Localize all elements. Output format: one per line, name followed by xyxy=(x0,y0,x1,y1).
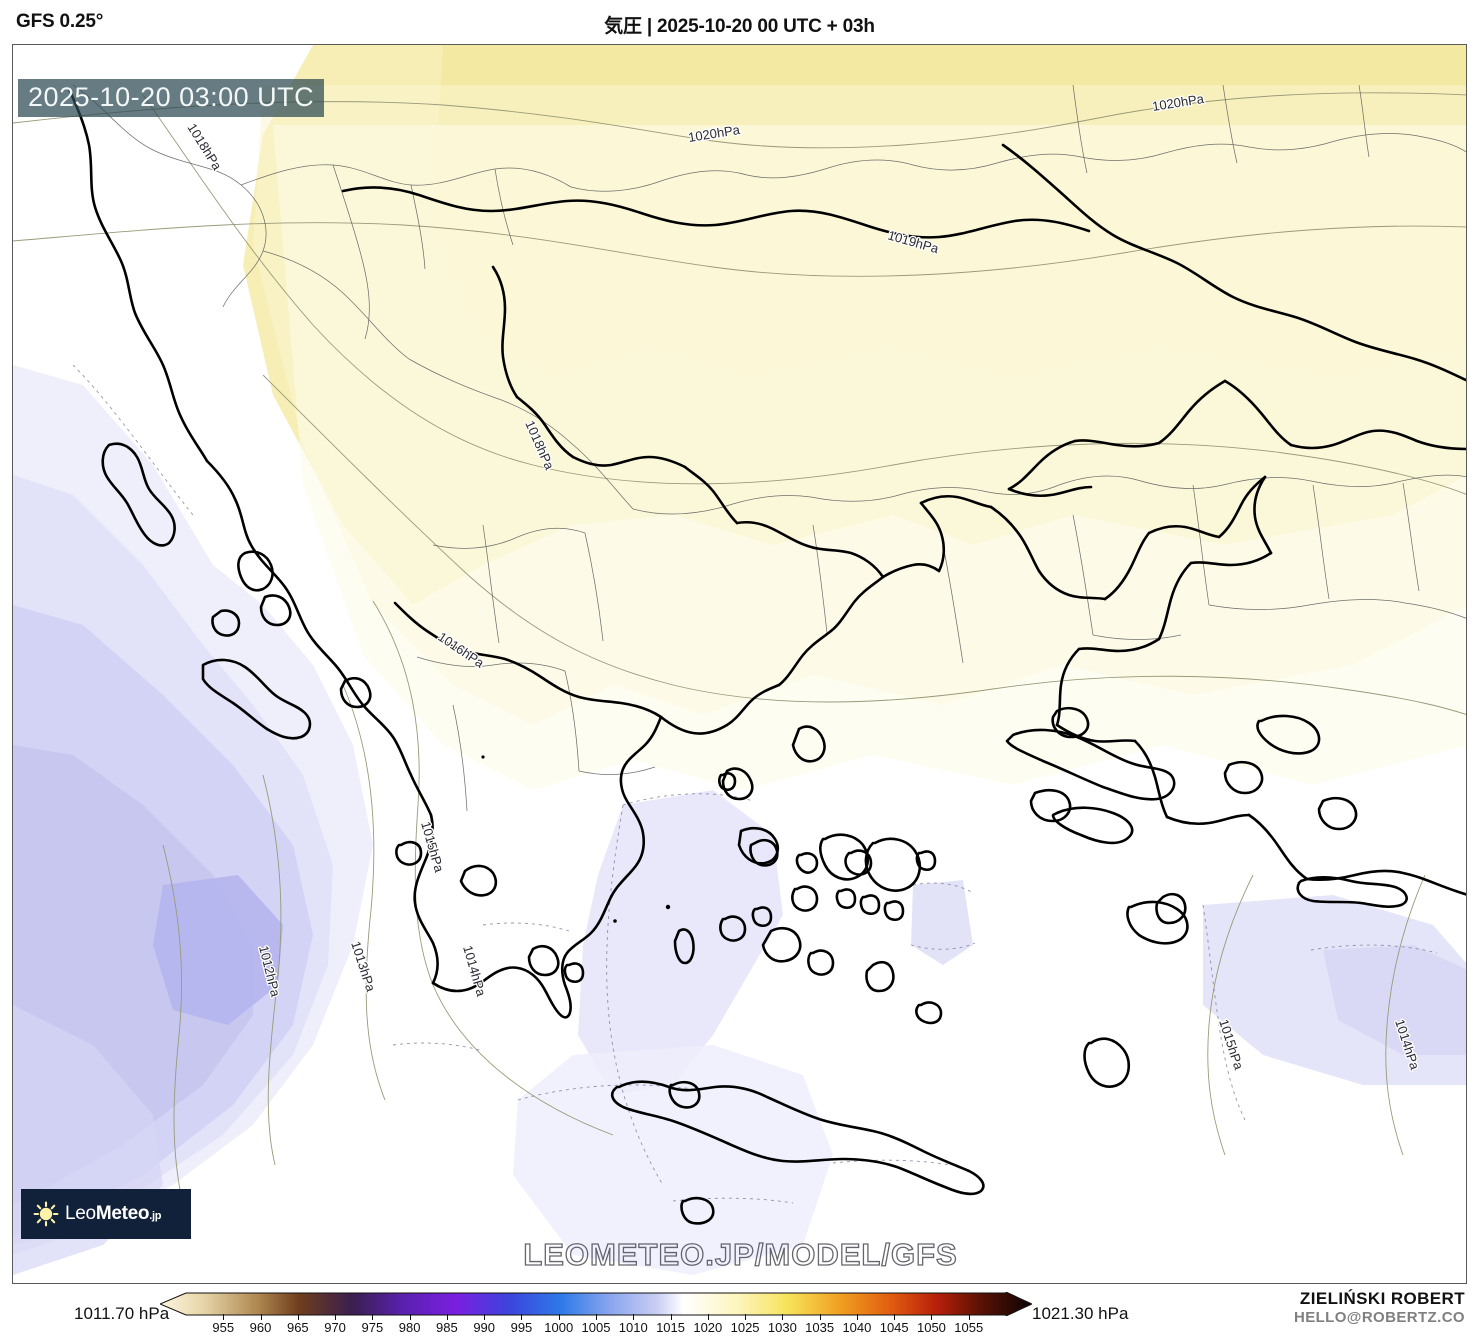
colorbar-tick xyxy=(707,1314,709,1320)
colorbar-tick-label: 1005 xyxy=(581,1320,611,1335)
colorbar-tick-label: 1050 xyxy=(916,1320,946,1335)
pressure-fill-layer xyxy=(13,45,1466,1275)
colorbar-tick-label: 1015 xyxy=(656,1320,685,1335)
colorbar-tick xyxy=(223,1314,225,1320)
colorbar-tick xyxy=(521,1314,523,1320)
sun-icon xyxy=(33,1201,59,1227)
colorbar-tick xyxy=(484,1314,486,1320)
map-svg: 1020hPa1020hPa1019hPa1018hPa1018hPa1016h… xyxy=(13,45,1466,1283)
colorbar-tick-label: 995 xyxy=(510,1320,533,1335)
colorbar-tick xyxy=(297,1314,299,1320)
colorbar-tick-label: 970 xyxy=(324,1320,346,1335)
colorbar-tick xyxy=(894,1314,896,1320)
author-signature: ZIELIŃSKI ROBERT HELLO@ROBERTZ.CO xyxy=(1294,1288,1465,1328)
colorbar-tick-label: 965 xyxy=(286,1320,309,1335)
colorbar-tick xyxy=(409,1314,411,1320)
colorbar-tick xyxy=(558,1314,560,1320)
colorbar-gradient xyxy=(160,1292,1032,1316)
author-name: ZIELIŃSKI ROBERT xyxy=(1299,1289,1465,1308)
colorbar-tick xyxy=(856,1314,858,1320)
logo-leo: Leo xyxy=(65,1203,96,1224)
colorbar-tick xyxy=(782,1314,784,1320)
colorbar-tick xyxy=(260,1314,262,1320)
colorbar-tick xyxy=(372,1314,374,1320)
colorbar-tick-label: 1045 xyxy=(879,1320,909,1335)
colorbar-tick-label: 960 xyxy=(249,1320,272,1335)
page-title: 気圧 | 2025-10-20 00 UTC + 03h xyxy=(604,16,875,37)
colorbar-tick-label: 1040 xyxy=(842,1320,872,1335)
colorbar-tick-label: 980 xyxy=(398,1320,421,1335)
colorbar-tick-label: 955 xyxy=(212,1320,235,1335)
leometeo-logo[interactable]: LeoMeteo.jp xyxy=(21,1189,191,1239)
colorbar-min-label: 1011.70 hPa xyxy=(74,1304,170,1323)
colorbar-tick xyxy=(745,1314,747,1320)
author-email: HELLO@ROBERTZ.CO xyxy=(1293,1309,1465,1327)
colorbar-ticks: 955 960 965 970 975 980 985 990 995 1000 1005 1010 1… xyxy=(160,1314,1032,1338)
colorbar-tick-label: 990 xyxy=(473,1320,496,1335)
colorbar-tick-label: 985 xyxy=(436,1320,458,1335)
map-canvas[interactable]: 1020hPa 1020hPa 1019hPa 1018hPa 1018hPa 1016h… xyxy=(12,44,1467,1284)
colorbar-tick-label: 1010 xyxy=(618,1320,648,1335)
small-islands xyxy=(481,755,671,923)
logo-meteo: Meteo xyxy=(95,1203,150,1224)
colorbar-row: 1011.70 hPa 1021.30 hPa 955 960 965 970 975 9… xyxy=(0,1289,1479,1338)
colorbar-tick xyxy=(633,1314,635,1320)
logo-text: LeoMeteo.jp xyxy=(65,1203,161,1225)
timestamp-badge: 2025-10-20 03:00 UTC xyxy=(18,79,325,118)
colorbar-tick xyxy=(446,1314,448,1320)
colorbar-tick-label: 1035 xyxy=(805,1320,835,1335)
colorbar-tick xyxy=(596,1314,597,1320)
colorbar-tick-label: 1020 xyxy=(693,1320,723,1335)
logo-tld: .jp xyxy=(149,1210,162,1222)
colorbar-tick-label: 1030 xyxy=(767,1320,797,1335)
colorbar-max-label: 1021.30 hPa xyxy=(1032,1304,1129,1323)
colorbar-tick xyxy=(819,1314,821,1320)
colorbar-tick xyxy=(968,1314,970,1320)
colorbar-tick xyxy=(670,1314,672,1320)
colorbar-tick-label: 975 xyxy=(361,1320,384,1335)
colorbar-tick xyxy=(335,1314,337,1320)
colorbar-tick-label: 1055 xyxy=(954,1320,984,1335)
admin-boundaries xyxy=(72,84,1466,812)
colorbar-tick xyxy=(931,1314,933,1320)
model-label: GFS 0.25° xyxy=(16,11,104,32)
colorbar-tick-label: 1000 xyxy=(544,1320,574,1335)
watermark: LEOMETEO.JP/MODEL/GFS xyxy=(523,1236,958,1272)
coastline-layer xyxy=(67,87,1466,1225)
colorbar-tick-label: 1025 xyxy=(730,1320,760,1335)
